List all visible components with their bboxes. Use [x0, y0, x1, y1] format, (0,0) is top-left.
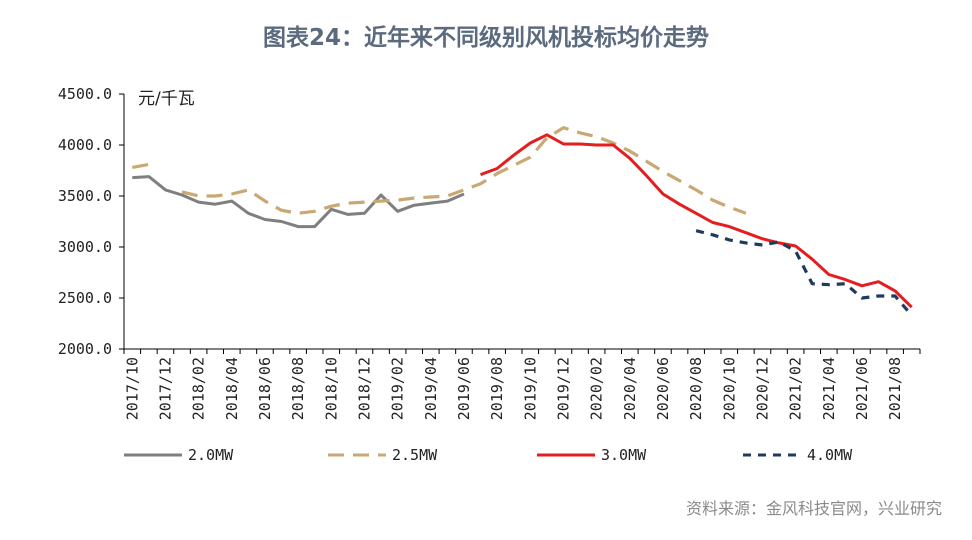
- x-tick-label: 2020/10: [720, 357, 738, 420]
- x-tick-label: 2018/08: [289, 357, 307, 420]
- x-tick-label: 2018/12: [355, 357, 373, 420]
- chart-title: 图表24：近年来不同级别风机投标均价走势: [262, 25, 709, 51]
- y-axis-ticks: 2000.0 2500.0 3000.0 3500.0 4000.0 4500.0: [58, 85, 124, 358]
- legend-label-4-0mw: 4.0MW: [807, 446, 853, 464]
- source-note: 资料来源：金风科技官网，兴业研究: [685, 499, 942, 518]
- series-line-2-5mw: [181, 126, 747, 215]
- axes: [123, 94, 920, 350]
- x-tick-label: 2021/02: [787, 357, 805, 420]
- y-tick-label: 3000.0: [58, 238, 112, 256]
- series-line-3-0mw: [479, 133, 913, 309]
- legend: 2.0MW 2.5MW 3.0MW 4.0MW: [124, 446, 853, 464]
- legend-label-2-5mw: 2.5MW: [392, 446, 438, 464]
- x-tick-label: 2018/04: [223, 357, 241, 420]
- x-tick-label: 2018/10: [322, 357, 340, 420]
- x-tick-label: 2019/10: [521, 357, 539, 420]
- legend-label-3-0mw: 3.0MW: [601, 446, 647, 464]
- x-tick-label: 2017/10: [123, 357, 141, 420]
- x-tick-label: 2021/06: [853, 357, 871, 420]
- y-tick-label: 4000.0: [58, 136, 112, 154]
- x-tick-label: 2019/08: [488, 357, 506, 420]
- x-tick-label: 2020/06: [654, 357, 672, 420]
- x-tick-label: 2019/12: [554, 357, 572, 420]
- x-tick-label: 2020/02: [588, 357, 606, 420]
- x-tick-label: 2021/08: [886, 357, 904, 420]
- x-tick-label: 2020/08: [687, 357, 705, 420]
- x-tick-label: 2020/12: [753, 357, 771, 420]
- y-axis-unit-label: 元/千瓦: [138, 89, 195, 109]
- x-tick-label: 2019/04: [422, 357, 440, 420]
- x-tick-label: 2017/12: [156, 357, 174, 420]
- x-tick-label: 2019/06: [455, 357, 473, 420]
- series-lines: [132, 126, 913, 317]
- y-tick-label: 2000.0: [58, 340, 112, 358]
- x-tick-label: 2018/06: [256, 357, 274, 420]
- legend-label-2-0mw: 2.0MW: [188, 446, 234, 464]
- x-axis-ticks: 2017/10 2017/12 2018/02 2018/04 2018/06 2018/…: [123, 349, 921, 420]
- x-tick-label: 2018/02: [190, 357, 208, 420]
- series-line-4-0mw: [695, 229, 913, 317]
- series-line-2-5mw: [132, 162, 150, 169]
- y-tick-label: 4500.0: [58, 85, 112, 103]
- x-tick-label: 2020/04: [621, 357, 639, 420]
- x-tick-label: 2021/04: [820, 357, 838, 420]
- x-tick-label: 2019/02: [389, 357, 407, 420]
- y-tick-label: 3500.0: [58, 187, 112, 205]
- series-line-2-0mw: [132, 175, 465, 229]
- y-tick-label: 2500.0: [58, 289, 112, 307]
